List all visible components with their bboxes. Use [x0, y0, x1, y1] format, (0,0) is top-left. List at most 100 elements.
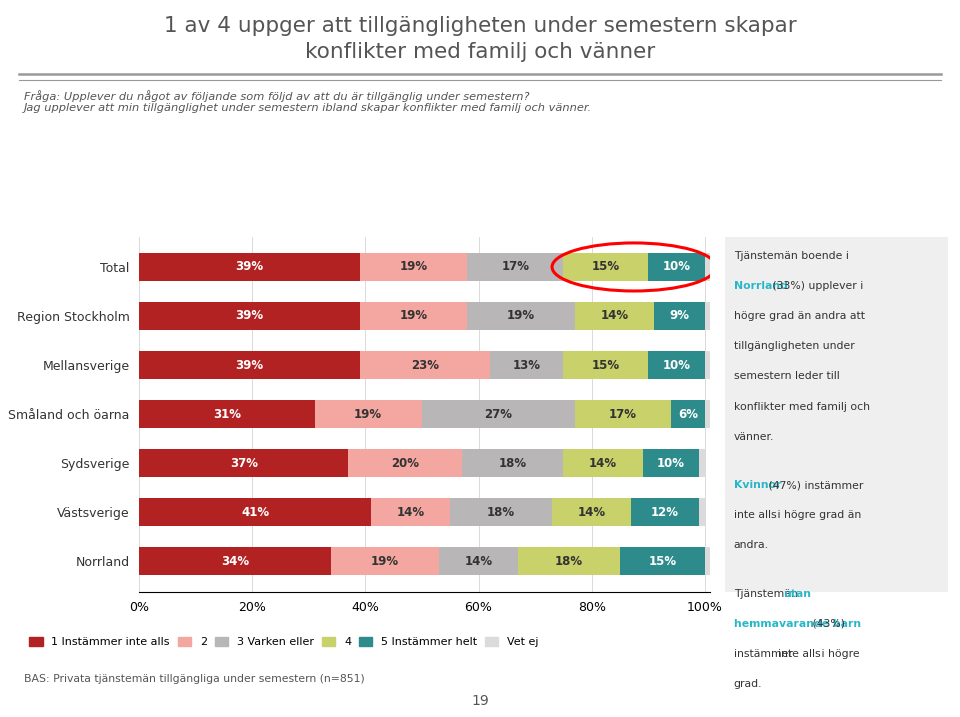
Bar	[372, 498, 450, 526]
Bar	[575, 400, 671, 428]
Text: Kvinnor: Kvinnor	[733, 480, 781, 490]
Legend: 1 Instämmer inte alls, 2, 3 Varken eller, 4, 5 Instämmer helt, Vet ej: 1 Instämmer inte alls, 2, 3 Varken eller…	[25, 632, 543, 652]
Text: BAS: Privata tjänstemän tillgängliga under semestern (n=851): BAS: Privata tjänstemän tillgängliga und…	[24, 674, 365, 684]
Text: 14%: 14%	[465, 555, 492, 568]
Bar	[139, 400, 315, 428]
Text: 27%: 27%	[485, 407, 513, 421]
Bar	[564, 253, 648, 281]
Text: 12%: 12%	[651, 505, 679, 518]
Text: (43%): (43%)	[809, 619, 846, 629]
Text: (33%) upplever i: (33%) upplever i	[769, 281, 864, 291]
Text: 13%: 13%	[513, 358, 540, 371]
Text: 17%: 17%	[609, 407, 636, 421]
Bar	[705, 547, 710, 576]
Text: 10%: 10%	[662, 260, 690, 273]
Text: i högre: i högre	[818, 649, 860, 659]
Text: grad.: grad.	[733, 679, 762, 689]
Text: tillgängligheten under: tillgängligheten under	[733, 341, 854, 351]
Bar	[468, 253, 564, 281]
Text: 19%: 19%	[507, 310, 535, 323]
Text: högre grad än andra att: högre grad än andra att	[733, 311, 865, 321]
Text: 9%: 9%	[669, 310, 689, 323]
Bar	[462, 449, 564, 478]
Text: 39%: 39%	[235, 358, 264, 371]
Text: 10%: 10%	[662, 358, 690, 371]
Text: instämmer: instämmer	[733, 649, 796, 659]
Bar	[139, 449, 348, 478]
Bar	[564, 449, 642, 478]
Text: konflikter med familj och: konflikter med familj och	[733, 402, 870, 412]
Bar	[490, 351, 564, 379]
Text: 19%: 19%	[399, 310, 427, 323]
Text: utan: utan	[782, 589, 810, 599]
Bar	[360, 302, 468, 331]
Text: 18%: 18%	[498, 457, 526, 470]
Bar	[450, 498, 552, 526]
Bar	[439, 547, 518, 576]
Text: 14%: 14%	[396, 505, 424, 518]
Bar	[348, 449, 462, 478]
Text: Tjänstemän: Tjänstemän	[733, 589, 801, 599]
Text: hemmavarande barn: hemmavarande barn	[733, 619, 861, 629]
Text: 20%: 20%	[391, 457, 419, 470]
Bar	[139, 498, 372, 526]
Text: 14%: 14%	[588, 457, 617, 470]
Bar	[360, 253, 468, 281]
Bar	[699, 498, 705, 526]
Bar	[139, 547, 331, 576]
Bar	[468, 302, 575, 331]
Text: Tjänstemän boende i: Tjänstemän boende i	[733, 251, 849, 261]
Bar	[654, 302, 705, 331]
Text: 14%: 14%	[600, 310, 628, 323]
Bar	[139, 302, 360, 331]
Text: Jag upplever att min tillgänglighet under semestern ibland skapar konflikter med: Jag upplever att min tillgänglighet unde…	[24, 103, 592, 113]
Text: inte alls: inte alls	[733, 511, 777, 521]
Text: 10%: 10%	[657, 457, 684, 470]
Text: konflikter med familj och vänner: konflikter med familj och vänner	[305, 42, 655, 62]
Text: 39%: 39%	[235, 310, 264, 323]
Text: 19%: 19%	[354, 407, 382, 421]
Text: 15%: 15%	[648, 555, 677, 568]
Text: 23%: 23%	[411, 358, 439, 371]
Text: andra.: andra.	[733, 541, 769, 551]
Bar	[315, 400, 422, 428]
Bar	[422, 400, 575, 428]
Bar	[671, 400, 705, 428]
Bar	[552, 498, 632, 526]
Text: Fråga: Upplever du något av följande som följd av att du är tillgänglig under se: Fråga: Upplever du något av följande som…	[24, 90, 530, 102]
Text: 34%: 34%	[222, 555, 250, 568]
Bar	[620, 547, 705, 576]
Bar	[705, 253, 710, 281]
Bar	[642, 449, 699, 478]
Bar	[632, 498, 699, 526]
Text: 37%: 37%	[229, 457, 258, 470]
Text: inte alls: inte alls	[779, 649, 821, 659]
Bar	[360, 351, 490, 379]
Text: 14%: 14%	[578, 505, 606, 518]
Bar	[699, 449, 705, 478]
Bar	[518, 547, 620, 576]
Bar	[705, 351, 710, 379]
Text: 19%: 19%	[399, 260, 427, 273]
Text: 18%: 18%	[555, 555, 583, 568]
Text: 41%: 41%	[241, 505, 269, 518]
Text: semestern leder till: semestern leder till	[733, 371, 839, 381]
Text: 31%: 31%	[213, 407, 241, 421]
Text: Norrland: Norrland	[733, 281, 787, 291]
Text: 19%: 19%	[372, 555, 399, 568]
Bar	[648, 351, 705, 379]
Bar	[564, 351, 648, 379]
Bar	[705, 400, 710, 428]
Text: (47%) instämmer: (47%) instämmer	[765, 480, 863, 490]
Text: 15%: 15%	[591, 358, 620, 371]
Bar	[648, 253, 705, 281]
Bar	[139, 351, 360, 379]
Text: 17%: 17%	[501, 260, 529, 273]
Text: 19: 19	[471, 694, 489, 708]
Text: 1 av 4 uppger att tillgängligheten under semestern skapar: 1 av 4 uppger att tillgängligheten under…	[163, 16, 797, 36]
Bar	[705, 302, 710, 331]
Text: 6%: 6%	[678, 407, 698, 421]
Text: vänner.: vänner.	[733, 432, 774, 442]
Text: 39%: 39%	[235, 260, 264, 273]
Text: 15%: 15%	[591, 260, 620, 273]
